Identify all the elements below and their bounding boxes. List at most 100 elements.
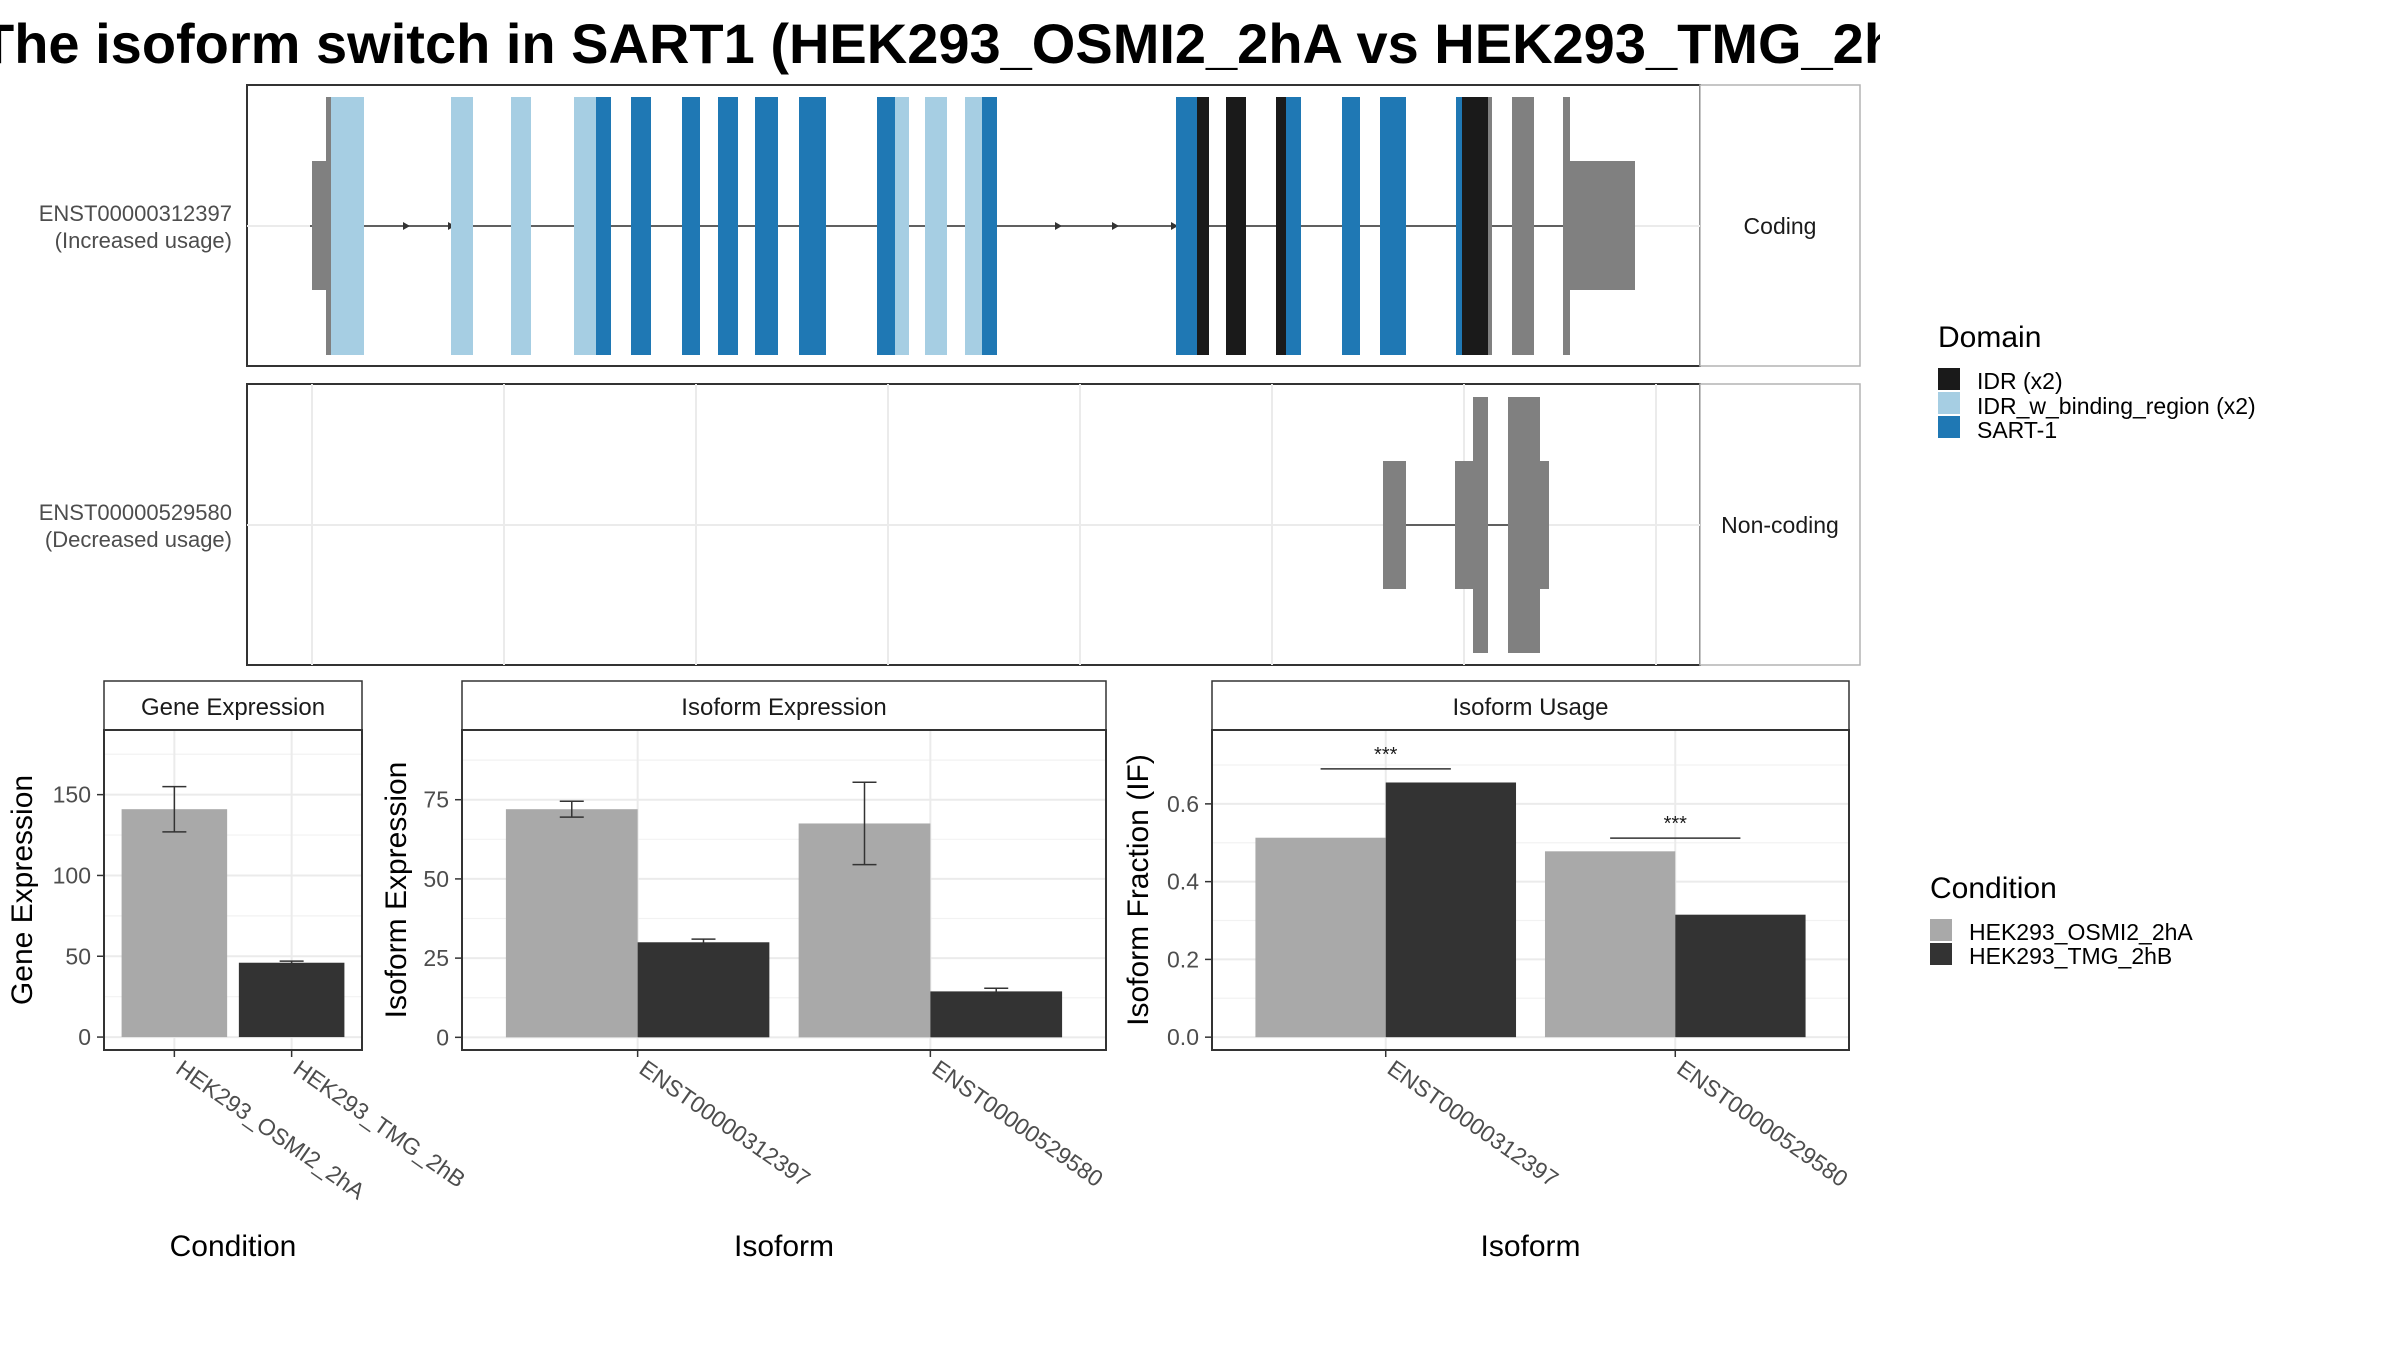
x-tick-label: ENST00000312397 xyxy=(1383,1055,1563,1192)
transcript-1-exons xyxy=(312,97,1635,355)
bar-ENST00000529580-series-1 xyxy=(1675,914,1806,1038)
bar-ENST00000312397-series-1 xyxy=(637,942,770,1038)
y-tick-label: 0.4 xyxy=(1167,869,1199,895)
exon-utr xyxy=(1512,97,1534,355)
exon-idr-domain xyxy=(1462,97,1488,355)
panel-2-x-axis-title: Isoform xyxy=(1480,1230,1580,1263)
y-tick-label: 100 xyxy=(53,862,91,888)
bar-ENST00000312397-series-0 xyxy=(1255,837,1386,1038)
y-tick-label: 150 xyxy=(53,782,91,808)
exon-utr xyxy=(326,97,331,355)
exon-idr-domain xyxy=(1226,97,1246,355)
panel-0-title: Gene Expression xyxy=(141,694,325,721)
panel-1-x-axis-title: Isoform xyxy=(734,1230,834,1263)
legend-label-idr: IDR (x2) xyxy=(1977,368,2063,394)
exon-idr-domain xyxy=(1276,97,1286,355)
exon-sart1-domain xyxy=(982,97,997,355)
y-tick-label: 0.0 xyxy=(1167,1024,1199,1050)
y-tick-label: 0.2 xyxy=(1167,946,1199,972)
figure-title-text: The isoform switch in SART1 (HEK293_OSMI… xyxy=(0,12,1880,75)
panel-0-x-axis-title: Condition xyxy=(170,1230,297,1263)
exon-utr xyxy=(1488,97,1492,355)
bar-ENST00000312397-series-1 xyxy=(1385,782,1517,1038)
exon-idr-binding-domain xyxy=(574,97,596,355)
exon-noncoding xyxy=(1473,397,1488,653)
exon-sart1-domain xyxy=(1456,97,1462,355)
panel-2-y-axis-title: Isoform Fraction (IF) xyxy=(1122,754,1155,1026)
exon-sart1-domain xyxy=(596,97,611,355)
domain-legend-title: Domain xyxy=(1938,321,2041,354)
exon-sart1-domain xyxy=(877,97,895,355)
panel-2-strip xyxy=(1211,680,1850,731)
y-tick-label: 50 xyxy=(65,943,91,969)
panel-0-y-axis-title: Gene Expression xyxy=(6,775,39,1005)
exon-idr-binding-domain xyxy=(965,97,982,355)
exon-idr-binding-domain xyxy=(331,97,364,355)
y-tick-label: 0.6 xyxy=(1167,791,1199,817)
figure-title: The isoform switch in SART1 (HEK293_OSMI… xyxy=(0,4,1880,84)
exon-idr-binding-domain xyxy=(895,97,909,355)
significance-label: *** xyxy=(1374,744,1398,766)
exon-idr-binding-domain xyxy=(451,97,473,355)
bar-ENST00000529580-series-0 xyxy=(1544,851,1676,1038)
transcript-1-usage: (Increased usage) xyxy=(55,228,232,253)
transcript-panel-1-strip xyxy=(1699,84,1861,367)
domain-legend: Domain IDR (x2) IDR_w_binding_region (x2… xyxy=(1938,321,2256,443)
exon-sart1-domain xyxy=(718,97,738,355)
legend-label-sart1: SART-1 xyxy=(1977,417,2057,443)
exon-noncoding xyxy=(1508,397,1540,653)
exon-idr-binding-domain xyxy=(925,97,947,355)
x-tick-label: HEK293_OSMI2_2hA xyxy=(171,1055,370,1205)
legend-label-cond-a: HEK293_OSMI2_2hA xyxy=(1969,919,2193,945)
panel-1-y-axis-title: Isoform Expression xyxy=(380,762,413,1019)
bar-HEK293_TMG_2hB xyxy=(238,962,345,1038)
panel-0-frame xyxy=(103,729,363,1051)
x-tick-label: ENST00000529580 xyxy=(927,1055,1107,1192)
y-tick-label: 0 xyxy=(78,1024,91,1050)
exon-sart1-domain xyxy=(631,97,651,355)
transcript-2-exons xyxy=(1383,397,1549,653)
y-tick-label: 25 xyxy=(423,945,449,971)
panel-1-strip xyxy=(461,680,1107,731)
significance-label: *** xyxy=(1664,813,1688,835)
exon-utr xyxy=(1570,161,1635,290)
exon-sart1-domain xyxy=(1380,97,1406,355)
exon-idr-domain xyxy=(1197,97,1209,355)
exon-sart1-domain xyxy=(799,97,826,355)
legend-swatch-cond-a xyxy=(1930,919,1952,941)
panel-2-title: Isoform Usage xyxy=(1452,694,1608,721)
panel-1-frame xyxy=(461,729,1107,1051)
exon-sart1-domain xyxy=(1342,97,1360,355)
y-tick-label: 0 xyxy=(436,1024,449,1050)
x-tick-label: ENST00000529580 xyxy=(1672,1055,1852,1192)
exon-utr xyxy=(312,161,326,290)
exon-sart1-domain xyxy=(682,97,700,355)
panel-1-title: Isoform Expression xyxy=(681,694,886,721)
condition-legend-title: Condition xyxy=(1930,872,2057,905)
exon-sart1-domain xyxy=(755,97,778,355)
exon-noncoding xyxy=(1540,461,1549,589)
exon-sart1-domain xyxy=(1176,97,1197,355)
transcript-2-type-strip-label: Non-coding xyxy=(1721,512,1839,538)
y-tick-label: 75 xyxy=(423,787,449,813)
bar-HEK293_OSMI2_2hA xyxy=(121,809,228,1038)
legend-swatch-sart1 xyxy=(1938,416,1960,438)
legend-label-cond-b: HEK293_TMG_2hB xyxy=(1969,943,2172,969)
legend-swatch-idr-binding xyxy=(1938,392,1960,414)
exon-idr-binding-domain xyxy=(511,97,531,355)
transcript-1-name: ENST00000312397 xyxy=(39,201,232,226)
transcript-structure-panel: ENST00000312397 (Increased usage) ENST00… xyxy=(39,84,1861,666)
exon-noncoding xyxy=(1383,461,1406,589)
x-tick-label: ENST00000312397 xyxy=(635,1055,815,1192)
transcript-panel-2-strip xyxy=(1699,383,1861,666)
isoform-usage-panel: Isoform Usage *** *** 0.0 0.2 0.4 0.6 ENST00000… xyxy=(1122,680,1853,1263)
isoform-expression-panel: Isoform Expression 0 25 50 75 ENST00000312397… xyxy=(380,680,1108,1263)
exon-utr xyxy=(1563,97,1570,355)
transcript-1-type-strip-label: Coding xyxy=(1744,213,1817,239)
y-tick-label: 50 xyxy=(423,866,449,892)
transcript-2-usage: (Decreased usage) xyxy=(45,527,232,552)
exon-noncoding xyxy=(1455,461,1473,589)
panel-2-frame xyxy=(1211,729,1850,1051)
bar-ENST00000529580-series-1 xyxy=(930,991,1063,1038)
